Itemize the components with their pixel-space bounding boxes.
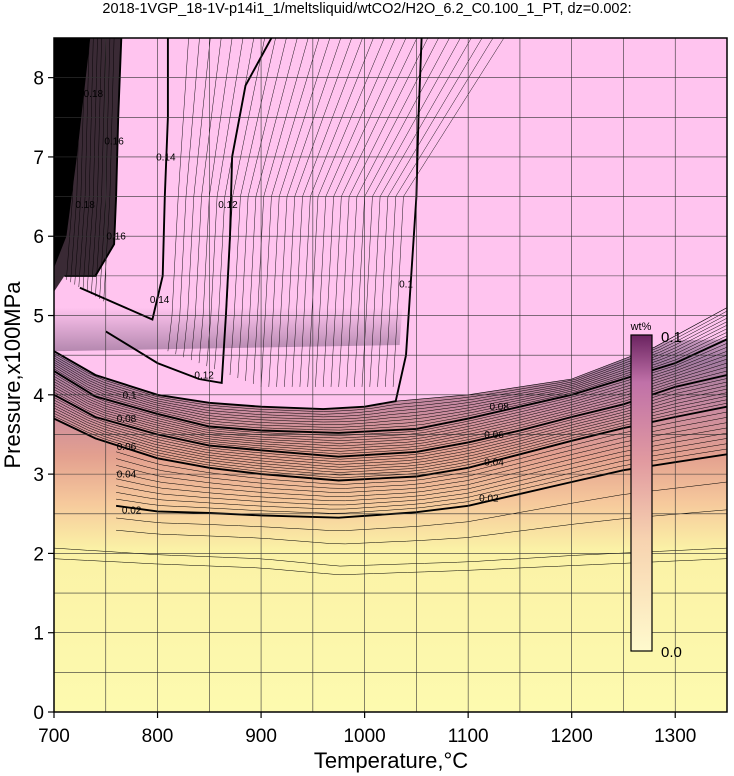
x-tick-label-1000: 1000 — [343, 726, 385, 747]
fine-contour-23 — [54, 358, 727, 447]
colorbar: wt% 0.1 0.0 — [630, 321, 682, 661]
fine-contour-12 — [54, 402, 727, 479]
y-tick-label-5: 5 — [33, 307, 44, 328]
fine-contour-27 — [54, 343, 727, 436]
colorbar-unit: wt% — [630, 321, 652, 333]
fine-contour-14 — [54, 395, 727, 473]
x-axis-title: Temperature,°C — [314, 748, 468, 773]
x-tick-label-900: 900 — [245, 726, 277, 747]
fine-contour-7 — [116, 432, 727, 502]
fine-contour-15 — [54, 392, 727, 471]
y-tick-label-6: 6 — [33, 227, 44, 248]
x-tick-label-1100: 1100 — [448, 726, 489, 747]
fine-contour-17 — [54, 385, 727, 465]
contour-label-4: 0.1 — [123, 390, 137, 401]
y-tick-label-4: 4 — [33, 386, 44, 407]
colorbar-min-label: 0.0 — [661, 644, 682, 661]
contour-label-0: 0.02 — [122, 505, 142, 516]
contour-label-16: 0.18 — [75, 200, 95, 211]
fine-contour-26 — [54, 346, 727, 439]
contour-label-12: 0.08 — [489, 402, 509, 413]
contour-label-1: 0.04 — [117, 470, 137, 481]
x-tick-label-1300: 1300 — [654, 726, 696, 747]
colorbar-max-label: 0.1 — [661, 329, 682, 346]
y-tick-label-7: 7 — [33, 148, 44, 169]
fine-contour-28 — [54, 335, 727, 431]
x-tick-label-700: 700 — [38, 726, 70, 747]
fine-contour-22 — [54, 362, 727, 449]
fine-contour-25 — [54, 350, 727, 441]
contour-label-13: 0.06 — [484, 430, 504, 441]
y-axis-title: Pressure,x100MPa — [0, 281, 25, 469]
fine-contour-29 — [54, 332, 727, 428]
contour-label-11: 0.1 — [399, 279, 413, 290]
right-upper-fill — [395, 38, 727, 402]
fine-contour-4 — [116, 448, 727, 514]
fine-contour-31 — [54, 324, 727, 423]
fine-contour-35 — [54, 310, 727, 412]
fine-contour-33 — [54, 317, 727, 418]
fine-contour-2 — [116, 509, 727, 545]
y-tick-label-2: 2 — [33, 544, 44, 565]
y-tick-label-8: 8 — [33, 69, 44, 90]
fine-contour-24 — [54, 354, 727, 444]
fine-contour-3 — [116, 481, 727, 531]
contour-label-7: 0.16 — [106, 232, 126, 243]
fine-contour-21 — [54, 366, 727, 452]
contour-label-8: 0.14 — [156, 152, 176, 163]
colorbar-ramp — [630, 334, 653, 652]
fine-contour-18 — [54, 381, 727, 463]
contour-label-2: 0.06 — [117, 442, 137, 453]
x-tick-label-800: 800 — [142, 726, 174, 747]
fine-contour-13 — [54, 399, 727, 476]
y-tick-label-1: 1 — [33, 624, 44, 645]
fine-contour-19 — [54, 378, 727, 460]
fine-contour-30 — [54, 328, 727, 425]
contour-label-15: 0.02 — [479, 493, 499, 504]
contour-label-9: 0.12 — [218, 200, 238, 211]
fine-contour-32 — [54, 321, 727, 420]
fine-contour-34 — [54, 314, 727, 415]
contour-label-17: 0.18 — [84, 89, 104, 100]
contour-label-14: 0.04 — [484, 458, 504, 469]
fine-contour-8 — [116, 427, 727, 497]
fine-contour-16 — [54, 388, 727, 468]
contour-label-10: 0.16 — [104, 137, 124, 148]
fine-contour-20 — [54, 370, 727, 455]
contour-label-5: 0.12 — [194, 371, 214, 382]
y-tick-label-3: 3 — [33, 465, 44, 486]
x-tick-label-1200: 1200 — [551, 726, 593, 747]
fine-contour-10 — [116, 417, 727, 489]
y-tick-label-0: 0 — [33, 703, 44, 724]
fine-contour-5 — [116, 443, 727, 510]
fine-contour-9 — [116, 422, 727, 493]
fine-contour-11 — [116, 411, 727, 485]
contour-label-6: 0.14 — [150, 295, 170, 306]
contour-label-3: 0.08 — [117, 414, 137, 425]
black-left-fill — [54, 38, 91, 268]
fine-contour-0 — [54, 558, 727, 576]
chart-title: 2018-1VGP_18-1V-p14i1_1/meltsliquid/wtCO… — [102, 1, 631, 17]
plot-frame — [53, 37, 728, 713]
fine-contour-6 — [116, 438, 727, 506]
